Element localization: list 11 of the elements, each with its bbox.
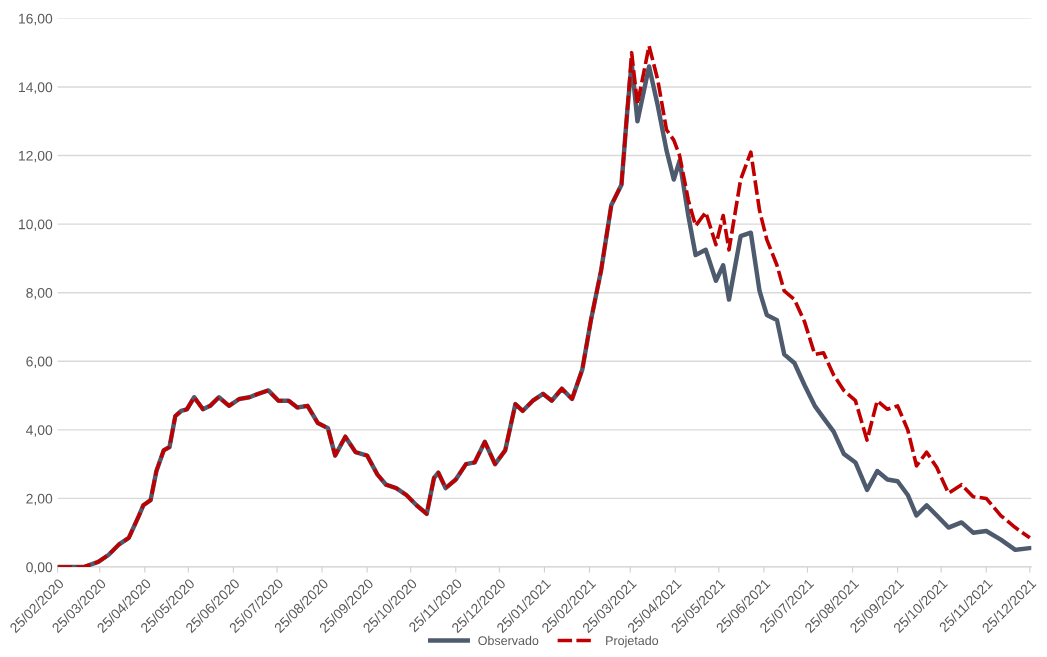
y-tick-label: 4,00 bbox=[26, 425, 53, 437]
y-tick-label: 14,00 bbox=[19, 82, 53, 94]
y-tick-label: 0,00 bbox=[26, 562, 53, 574]
legend-label: Projetado bbox=[606, 635, 659, 648]
y-tick-label: 12,00 bbox=[19, 150, 53, 163]
y-tick-label: 2,00 bbox=[26, 493, 53, 506]
y-tick-label: 16,00 bbox=[19, 13, 53, 26]
y-tick-label: 6,00 bbox=[26, 356, 53, 369]
y-tick-label: 10,00 bbox=[19, 219, 53, 231]
y-tick-label: 8,00 bbox=[26, 288, 53, 300]
legend-label: Observado bbox=[478, 635, 539, 646]
